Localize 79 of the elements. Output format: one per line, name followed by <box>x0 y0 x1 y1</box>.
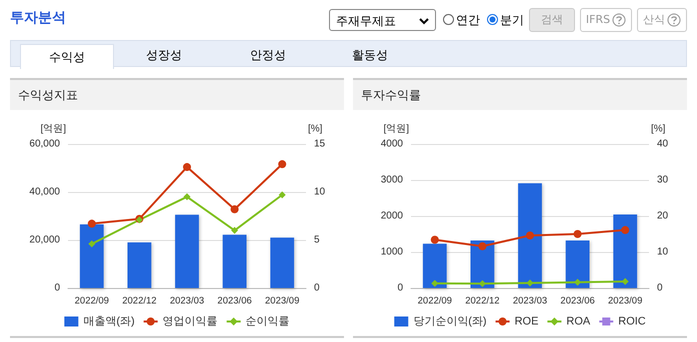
legend-label: 당기순이익(좌) <box>413 316 487 328</box>
point <box>430 236 439 244</box>
y2-tick-label: 0 <box>657 282 663 294</box>
y-tick-label: 0 <box>397 282 404 294</box>
legend-label: 순이익률 <box>246 316 290 328</box>
bar <box>518 183 542 288</box>
point <box>478 280 486 288</box>
point <box>88 240 96 248</box>
y-tick-label: 4000 <box>380 138 404 150</box>
text: 활동성 <box>351 47 389 64</box>
bar <box>222 234 246 288</box>
text: 검색 <box>529 8 575 32</box>
y-tick-label: 60,000 <box>29 138 60 150</box>
bar <box>422 244 447 288</box>
x-tick-label: 2023/09 <box>265 296 300 306</box>
point <box>622 278 629 286</box>
x-tick-label: 2022/12 <box>465 296 500 306</box>
y-tick-label: 0 <box>54 282 60 294</box>
x-tick-label: 2022/09 <box>418 296 452 306</box>
text: 연간 <box>456 13 480 27</box>
y2-tick-label: 10 <box>314 186 326 198</box>
chart-title: 투자수익률 <box>353 80 687 110</box>
point <box>88 220 96 228</box>
point <box>230 205 239 214</box>
point <box>231 226 238 234</box>
x-tick-label: 2023/09 <box>608 296 642 306</box>
bar <box>128 242 152 288</box>
y2-tick-label: 20 <box>657 210 669 222</box>
y2-tick-label: 15 <box>314 138 326 150</box>
point <box>478 242 486 250</box>
x-tick-label: 2023/03 <box>512 296 548 306</box>
text: 성장성 <box>145 47 183 64</box>
bar <box>566 240 590 288</box>
y-tick-label: 1000 <box>380 246 404 258</box>
y-tick-label: 20,000 <box>29 234 60 246</box>
y2-tick-label: 10 <box>657 246 669 258</box>
x-tick-label: 2022/12 <box>122 296 157 306</box>
point <box>574 278 582 286</box>
bar <box>270 238 294 288</box>
y-axis-title: [억원] <box>40 124 66 134</box>
y2-axis-title: [%] <box>651 124 666 134</box>
legend-label: ROIC <box>618 316 646 328</box>
chart-title: 수익성지표 <box>10 80 344 110</box>
point <box>183 163 191 172</box>
bar <box>175 214 199 288</box>
x-tick-label: 2023/06 <box>217 296 252 306</box>
y-tick-label: 3000 <box>380 174 404 186</box>
point <box>574 230 582 238</box>
point <box>621 226 630 234</box>
y2-tick-label: 40 <box>657 138 669 150</box>
y2-tick-label: 0 <box>314 282 320 294</box>
point <box>526 231 534 240</box>
y-tick-label: 2000 <box>380 210 404 222</box>
legend-label: ROE <box>514 316 538 328</box>
point <box>431 280 438 287</box>
point <box>184 193 190 200</box>
text: 산식 <box>643 13 665 26</box>
legend-label: 영업이익률 <box>162 316 218 328</box>
legend-label: 매출액(좌) <box>83 316 135 328</box>
y2-tick-label: 5 <box>314 234 320 246</box>
text: IFRS <box>586 13 610 26</box>
y2-tick-label: 30 <box>657 174 669 186</box>
text: 주재무제표 <box>329 9 436 31</box>
text: 투자분석 <box>10 9 66 27</box>
y2-axis-title: [%] <box>308 124 323 134</box>
point <box>278 191 286 198</box>
point <box>278 160 286 168</box>
point <box>526 279 534 286</box>
y-axis-title: [억원] <box>383 124 410 134</box>
bar <box>613 214 638 288</box>
legend-label: ROA <box>566 316 591 328</box>
x-tick-label: 2023/06 <box>560 296 595 306</box>
text: 분기 <box>500 13 524 27</box>
y-tick-label: 40,000 <box>29 186 60 198</box>
text: 수익성 <box>20 44 114 69</box>
text: 안정성 <box>249 47 287 64</box>
bar <box>80 224 104 288</box>
x-tick-label: 2023/03 <box>170 296 204 306</box>
x-tick-label: 2022/09 <box>74 296 109 306</box>
